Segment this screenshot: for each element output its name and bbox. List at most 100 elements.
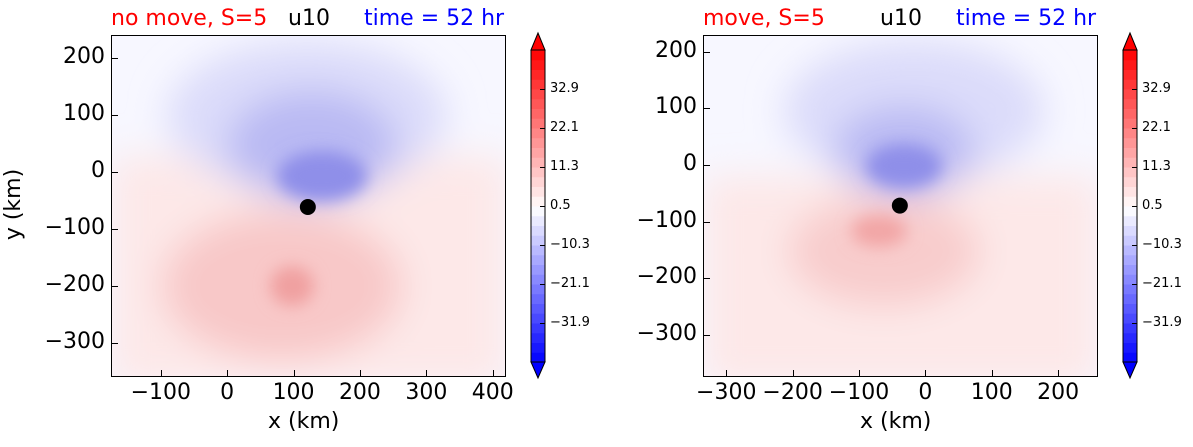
x-tick-mark bbox=[859, 370, 860, 377]
colorbar-band bbox=[531, 89, 545, 100]
colorbar-tick-label: −31.9 bbox=[550, 315, 590, 330]
colorbar-tick-mark bbox=[1132, 167, 1137, 168]
y-tick-label: −300 bbox=[636, 320, 697, 346]
x-tick-label: 200 bbox=[338, 380, 381, 405]
left-x-axis-label: x (km) bbox=[268, 409, 340, 434]
colorbar-band bbox=[1123, 69, 1137, 80]
x-tick-mark bbox=[991, 370, 993, 377]
colorbar-tick-mark bbox=[540, 128, 545, 129]
colorbar-tick-label: −10.3 bbox=[550, 237, 590, 252]
colorbar-band bbox=[1123, 284, 1137, 295]
colorbar-band bbox=[531, 245, 545, 256]
y-tick-mark bbox=[703, 108, 710, 110]
colorbar-band bbox=[531, 128, 545, 139]
colorbar-band bbox=[531, 254, 545, 265]
y-tick-label: 0 bbox=[91, 157, 105, 183]
colorbar-min-arrow bbox=[1122, 361, 1138, 380]
y-tick-mark bbox=[111, 57, 118, 59]
left-field-svg bbox=[112, 36, 505, 376]
colorbar-band bbox=[1123, 235, 1137, 246]
colorbar-tick-label: 22.1 bbox=[1142, 120, 1171, 135]
y-tick-mark bbox=[703, 51, 710, 53]
left-positive-peak bbox=[270, 266, 314, 306]
x-tick-label: −100 bbox=[828, 380, 890, 405]
colorbar-band bbox=[1123, 303, 1137, 314]
right-positive-peak bbox=[851, 215, 907, 247]
right-storm-center-marker bbox=[891, 197, 908, 214]
left-storm-center-marker bbox=[299, 199, 316, 215]
colorbar-band bbox=[1123, 89, 1137, 100]
colorbar-band bbox=[1123, 342, 1137, 353]
colorbar-tick-mark bbox=[540, 89, 545, 90]
colorbar-band bbox=[531, 196, 545, 207]
left-title-variable: u10 bbox=[288, 6, 330, 31]
y-tick-label: −200 bbox=[636, 264, 697, 290]
colorbar-band bbox=[531, 264, 545, 275]
colorbar-tick-mark bbox=[540, 323, 545, 324]
left-y-axis-label: y (km) bbox=[1, 168, 27, 241]
y-tick-label: −100 bbox=[636, 207, 697, 233]
colorbar-tick-label: −10.3 bbox=[1142, 237, 1182, 252]
colorbar-svg bbox=[1122, 31, 1138, 380]
colorbar-band bbox=[531, 284, 545, 295]
left-plot-area bbox=[111, 35, 506, 377]
colorbar-tick-mark bbox=[540, 245, 545, 246]
y-tick-mark bbox=[111, 114, 118, 116]
right-title-variable: u10 bbox=[880, 6, 922, 31]
colorbar-band bbox=[1123, 332, 1137, 343]
x-tick-label: −300 bbox=[696, 380, 757, 405]
x-tick-label: 100 bbox=[970, 380, 1013, 405]
colorbar-band bbox=[1123, 147, 1137, 158]
colorbar-band bbox=[1123, 128, 1137, 139]
y-tick-label: 100 bbox=[655, 94, 697, 120]
colorbar-band bbox=[1123, 274, 1137, 285]
y-tick-label: −200 bbox=[44, 271, 105, 297]
right-plot-area bbox=[703, 35, 1098, 377]
colorbar-tick-label: 32.9 bbox=[550, 81, 579, 96]
colorbar-tick-mark bbox=[540, 167, 545, 168]
y-tick-mark bbox=[703, 221, 710, 223]
colorbar-band bbox=[531, 313, 545, 324]
colorbar-band bbox=[1123, 79, 1137, 90]
colorbar-band bbox=[531, 118, 545, 129]
colorbar-band bbox=[531, 137, 545, 148]
x-tick-mark bbox=[227, 370, 229, 377]
x-tick-mark bbox=[925, 370, 927, 377]
colorbar-band bbox=[531, 157, 545, 168]
x-tick-mark bbox=[359, 370, 361, 377]
x-tick-label: 200 bbox=[1037, 380, 1080, 405]
colorbar-band bbox=[531, 79, 545, 90]
colorbar-tick-mark bbox=[1132, 128, 1137, 129]
right-title-case: move, S=5 bbox=[703, 6, 825, 31]
y-tick-mark bbox=[703, 278, 710, 280]
colorbar-frame bbox=[1122, 49, 1138, 363]
colorbar-tick-label: 32.9 bbox=[1142, 81, 1171, 96]
x-tick-mark bbox=[426, 370, 428, 377]
colorbar-band bbox=[1123, 98, 1137, 109]
colorbar-band bbox=[531, 176, 545, 187]
colorbar-band bbox=[531, 303, 545, 314]
colorbar-band bbox=[1123, 264, 1137, 275]
y-tick-mark bbox=[703, 165, 710, 167]
y-tick-mark bbox=[111, 228, 118, 230]
colorbar-band bbox=[531, 215, 545, 226]
colorbar-band bbox=[531, 235, 545, 246]
colorbar-band bbox=[1123, 167, 1137, 178]
left-negative-peak bbox=[277, 151, 367, 201]
x-tick-label: 100 bbox=[272, 380, 315, 405]
colorbar-band bbox=[531, 206, 545, 217]
colorbar-max-arrow bbox=[1122, 31, 1138, 51]
colorbar-band bbox=[1123, 313, 1137, 324]
x-tick-label: −200 bbox=[762, 380, 823, 405]
x-tick-mark bbox=[492, 370, 494, 377]
left-title-case: no move, S=5 bbox=[111, 6, 268, 31]
colorbar-band bbox=[1123, 137, 1137, 148]
x-tick-label: 0 bbox=[918, 380, 933, 405]
colorbar-tick-label: −21.1 bbox=[1142, 276, 1182, 291]
colorbar-tick-mark bbox=[1132, 284, 1137, 285]
colorbar-band bbox=[1123, 50, 1137, 61]
colorbar-max-arrow bbox=[530, 31, 546, 51]
colorbar-band bbox=[1123, 323, 1137, 334]
y-tick-label: 100 bbox=[63, 100, 105, 126]
colorbar-band bbox=[1123, 215, 1137, 226]
